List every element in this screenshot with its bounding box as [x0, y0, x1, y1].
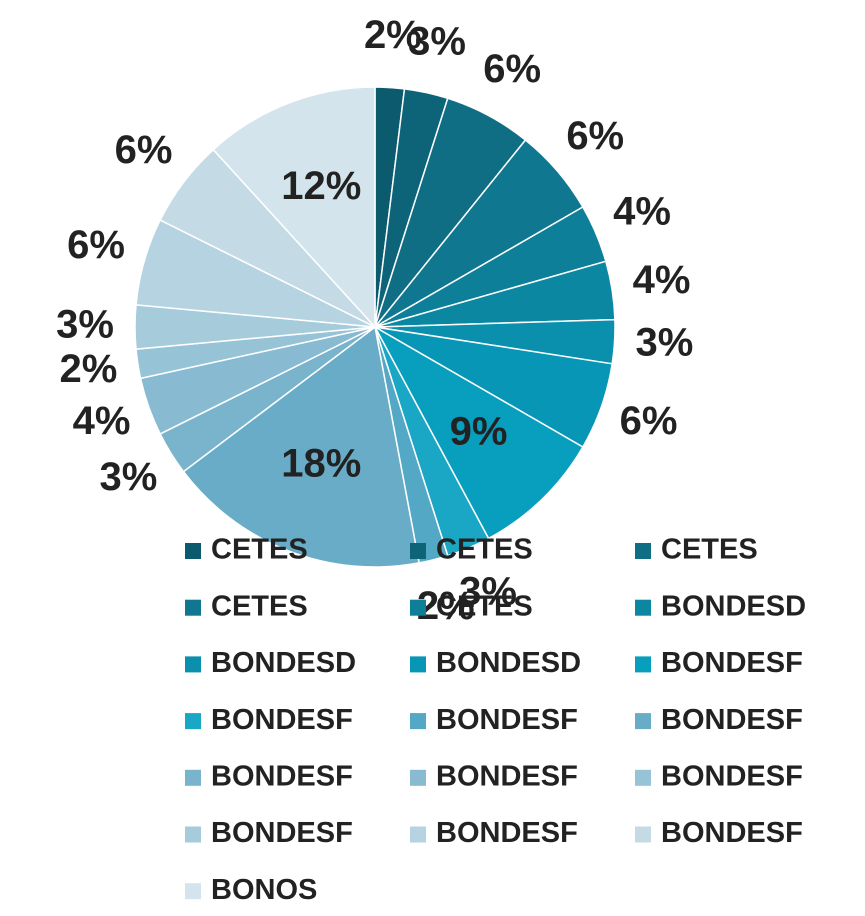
legend-swatch — [635, 543, 651, 559]
pie-slice — [373, 325, 584, 540]
legend-label: BONOS — [211, 874, 317, 906]
data-label: 3% — [56, 303, 114, 347]
data-label: 3% — [636, 320, 694, 364]
data-label: 12% — [281, 164, 361, 208]
data-label: 3% — [408, 19, 466, 63]
legend-swatch — [410, 656, 426, 673]
legend-label: BONDESF — [211, 760, 353, 792]
legend-swatch — [635, 599, 651, 616]
legend-label: CETES — [661, 534, 758, 566]
legend-label: BONDESD — [661, 590, 806, 622]
legend-swatch — [635, 656, 651, 673]
legend-label: CETES — [211, 590, 308, 622]
legend-swatch — [410, 769, 426, 786]
pie-slice — [182, 325, 420, 568]
data-label: 18% — [281, 441, 361, 485]
legend-swatch — [635, 826, 651, 843]
legend-swatch — [410, 713, 426, 730]
data-label: 6% — [620, 399, 678, 443]
legend-label: BONDESF — [661, 817, 803, 849]
legend-label: CETES — [436, 590, 533, 622]
legend-label: BONDESD — [436, 647, 581, 679]
legend-label: BONDESF — [211, 817, 353, 849]
data-label: 4% — [613, 190, 671, 234]
legend-swatch — [635, 713, 651, 730]
legend-label: BONDESF — [661, 704, 803, 736]
legend-label: BONDESF — [661, 760, 803, 792]
legend-swatch — [635, 769, 651, 786]
legend-swatch — [185, 599, 201, 616]
data-label: 2% — [417, 584, 475, 628]
legend-swatch — [185, 656, 201, 673]
legend-swatch — [410, 599, 426, 616]
data-label: 4% — [633, 258, 691, 302]
data-label: 6% — [483, 47, 541, 91]
data-label: 2% — [364, 13, 422, 57]
legend-swatch — [410, 543, 426, 559]
data-label: 6% — [67, 223, 125, 267]
legend-swatch — [185, 883, 201, 900]
legend-label: BONDESD — [211, 647, 356, 679]
legend-swatch — [185, 713, 201, 730]
pie-slice — [212, 86, 376, 329]
data-label: 9% — [450, 409, 508, 453]
legend-label: BONDESF — [211, 704, 353, 736]
legend-label: BONDESF — [436, 760, 578, 792]
data-label: 2% — [60, 347, 118, 391]
legend-label: BONDESF — [661, 647, 803, 679]
legend-label: CETES — [211, 534, 308, 566]
legend-label: BONDESF — [436, 817, 578, 849]
legend-swatch — [185, 543, 201, 559]
legend-swatch — [410, 826, 426, 843]
data-label: 6% — [566, 114, 624, 158]
legend-swatch — [185, 769, 201, 786]
data-label: 3% — [459, 570, 517, 614]
legend-label: CETES — [436, 534, 533, 566]
data-label: 3% — [100, 455, 158, 499]
legend-swatch — [185, 826, 201, 843]
legend-label: BONDESF — [436, 704, 578, 736]
data-label: 6% — [115, 128, 173, 172]
data-label: 4% — [73, 399, 131, 443]
